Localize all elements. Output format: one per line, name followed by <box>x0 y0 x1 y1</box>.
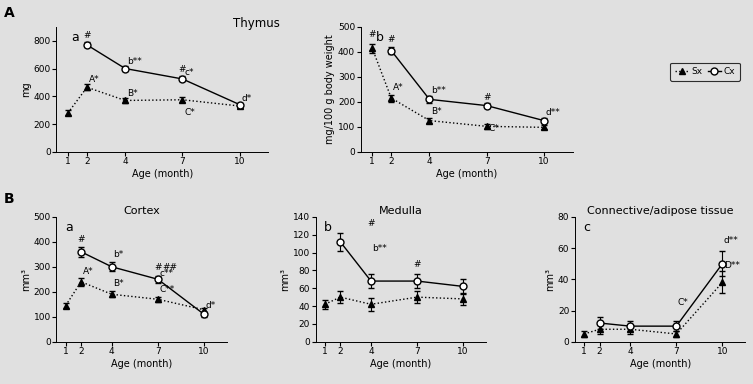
Text: d*: d* <box>206 301 216 310</box>
Title: Connective/adipose tissue: Connective/adipose tissue <box>587 206 733 216</box>
Text: d*: d* <box>242 94 252 103</box>
Y-axis label: mm³: mm³ <box>280 268 290 291</box>
Text: #: # <box>368 30 376 40</box>
Text: c*: c* <box>184 68 194 77</box>
Text: A*: A* <box>393 83 404 93</box>
Text: a: a <box>65 220 73 233</box>
Text: A*: A* <box>89 75 99 84</box>
Text: #: # <box>84 31 91 40</box>
Text: B*: B* <box>127 89 138 98</box>
X-axis label: Age (month): Age (month) <box>111 359 172 369</box>
Legend: Sx, Cx: Sx, Cx <box>670 63 740 81</box>
X-axis label: Age (month): Age (month) <box>630 359 691 369</box>
Text: b**: b** <box>127 57 142 66</box>
Y-axis label: mm³: mm³ <box>545 268 555 291</box>
X-axis label: Age (month): Age (month) <box>370 359 431 369</box>
Text: C*: C* <box>184 108 195 118</box>
Text: B*: B* <box>431 107 442 116</box>
Text: C*: C* <box>489 124 499 133</box>
Text: B*: B* <box>113 279 124 288</box>
Title: Cortex: Cortex <box>123 206 160 216</box>
Text: a: a <box>72 31 79 44</box>
Text: b: b <box>376 31 383 44</box>
Text: #: # <box>154 263 162 272</box>
Text: c**: c** <box>160 269 173 278</box>
Text: #: # <box>483 93 490 102</box>
Text: d**: d** <box>724 236 739 245</box>
Text: c: c <box>584 220 590 233</box>
Text: d**: d** <box>546 108 560 117</box>
Text: C**: C** <box>160 285 175 293</box>
Text: B: B <box>4 192 14 206</box>
Text: A: A <box>4 6 14 20</box>
Y-axis label: mm³: mm³ <box>21 268 31 291</box>
Y-axis label: mg/100 g body weight: mg/100 g body weight <box>325 35 335 144</box>
Title: Medulla: Medulla <box>379 206 423 216</box>
Text: b**: b** <box>431 86 446 95</box>
Text: D**: D** <box>724 261 740 270</box>
Y-axis label: mg: mg <box>21 81 31 97</box>
Text: b**: b** <box>373 243 387 253</box>
X-axis label: Age (month): Age (month) <box>436 169 497 179</box>
X-axis label: Age (month): Age (month) <box>132 169 193 179</box>
Text: C*: C* <box>678 298 688 308</box>
Text: #: # <box>367 218 375 227</box>
Text: Thymus: Thymus <box>233 17 279 30</box>
Text: b: b <box>325 220 332 233</box>
Text: #: # <box>178 65 186 74</box>
Text: ##: ## <box>163 263 178 272</box>
Text: b*: b* <box>113 250 123 259</box>
Text: A*: A* <box>83 267 93 276</box>
Text: #: # <box>78 235 85 243</box>
Text: #: # <box>388 35 395 45</box>
Text: #: # <box>413 260 421 268</box>
